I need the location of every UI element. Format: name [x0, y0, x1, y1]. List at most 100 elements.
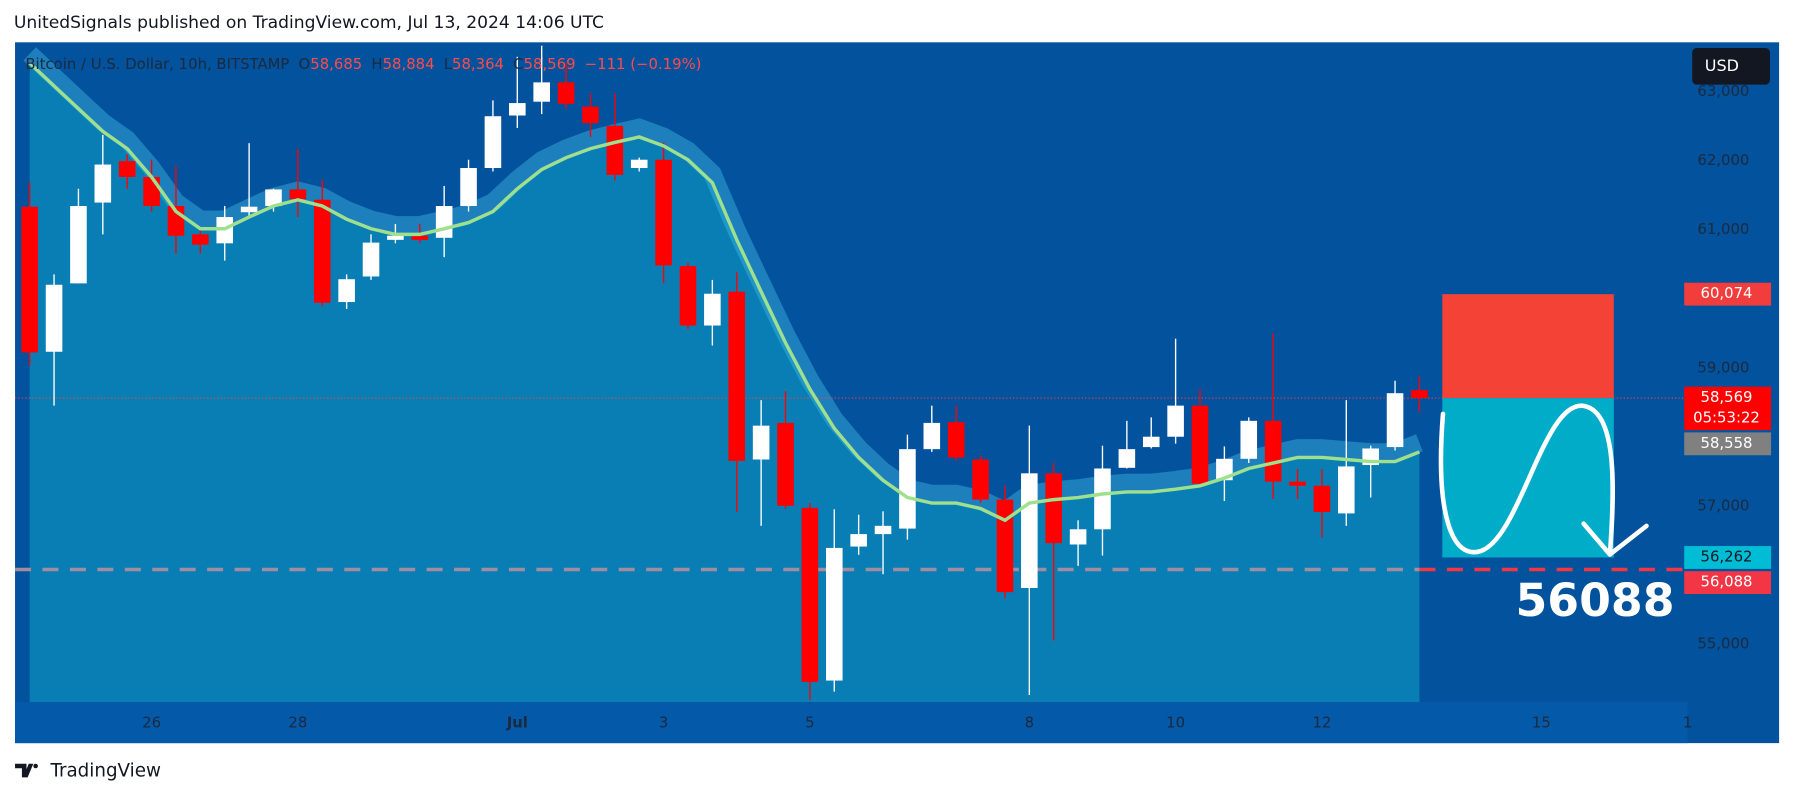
- stop-zone: [1442, 294, 1614, 399]
- candle-body: [460, 168, 477, 207]
- candle-body: [1167, 405, 1184, 437]
- candle-body: [825, 547, 843, 681]
- brand-name: TradingView: [49, 761, 161, 782]
- candle-body: [1094, 468, 1111, 530]
- legend-key: O: [299, 55, 311, 73]
- legend-key: H: [371, 55, 382, 73]
- x-tick-label: 1: [1683, 714, 1692, 732]
- legend: Bitcoin / U.S. Dollar, 10h, BITSTAMP O 58,…: [25, 55, 701, 73]
- price-countdown: 05:53:22: [1693, 409, 1760, 427]
- candle-body: [1264, 420, 1282, 482]
- x-tick-label: 3: [659, 714, 668, 732]
- price-label: 58,569: [1701, 388, 1753, 406]
- price-label: 58,558: [1701, 434, 1753, 452]
- publish-header: UnitedSignals published on TradingView.c…: [14, 13, 604, 33]
- candle-body: [338, 279, 355, 303]
- time-axis-background: [15, 701, 1688, 744]
- candle-body: [1411, 390, 1428, 399]
- candle-body: [411, 235, 429, 240]
- candle-body: [996, 499, 1014, 593]
- candle-body: [313, 199, 331, 303]
- candle-body: [1142, 436, 1160, 448]
- currency-label: USD: [1705, 56, 1739, 75]
- candle-body: [947, 422, 965, 458]
- price-label-box: [1684, 386, 1772, 431]
- candle-body: [1386, 393, 1404, 448]
- x-tick-label: 15: [1532, 714, 1551, 732]
- price-label-box: [1684, 282, 1772, 306]
- footer-logo: TradingView: [15, 761, 161, 782]
- y-tick-label: 55,000: [1697, 635, 1749, 653]
- ma-band: [23, 47, 1423, 522]
- level-annotation: 56088: [1516, 574, 1675, 627]
- x-tick-label: 26: [142, 714, 161, 732]
- y-tick-label: 62,000: [1697, 151, 1749, 169]
- candle-body: [801, 507, 819, 682]
- candle-body: [923, 422, 941, 450]
- candle-body: [1313, 485, 1331, 513]
- candle-body: [1045, 473, 1063, 544]
- price-label-box: [1684, 571, 1772, 595]
- price-label-box: [1684, 432, 1772, 456]
- candle-body: [679, 266, 697, 326]
- candle-body: [1338, 466, 1355, 514]
- candle-body: [192, 234, 209, 245]
- candle-body: [45, 284, 63, 352]
- legend-change: −111 (−0.19%): [585, 55, 702, 73]
- candle-body: [874, 525, 892, 535]
- y-tick-label: 59,000: [1697, 358, 1749, 376]
- y-tick-label: 63,000: [1697, 82, 1749, 100]
- candle-body: [533, 82, 550, 102]
- legend-key: C: [513, 55, 523, 73]
- candle-body: [70, 206, 87, 284]
- y-tick-label: 57,000: [1697, 496, 1749, 514]
- price-label: 60,074: [1701, 284, 1753, 302]
- candle-body: [777, 422, 794, 506]
- x-tick-label: Jul: [506, 714, 528, 732]
- candle-body: [972, 459, 989, 500]
- axes: 26 28 Jul 3 5 8 10 12 15 1 55,000 57,000 59,000 61,00…: [142, 82, 1772, 732]
- candle-body: [557, 82, 575, 104]
- x-tick-label: 28: [288, 714, 307, 732]
- x-tick-label: 10: [1166, 714, 1185, 732]
- legend-value: 58,569: [524, 55, 576, 73]
- candle-body: [94, 164, 112, 203]
- x-tick-label: 12: [1312, 714, 1331, 732]
- ma-line: [28, 61, 1421, 523]
- candle-body: [704, 293, 721, 326]
- forecast-arrow: [1438, 403, 1649, 557]
- candle-body: [435, 206, 453, 238]
- candle-body: [484, 116, 502, 169]
- x-tick-label: 8: [1025, 714, 1034, 732]
- candle-body: [509, 103, 526, 116]
- price-label: 56,262: [1701, 547, 1753, 565]
- candle-body: [362, 242, 380, 277]
- logo-dot: [33, 763, 38, 769]
- candle-body: [1240, 420, 1258, 459]
- overlay: 56088 USD Bitcoin / U.S. Dollar, 10h, BITS…: [25, 48, 1770, 627]
- candle-body: [606, 125, 624, 175]
- candle-body: [21, 206, 38, 353]
- candle-body: [265, 189, 282, 207]
- legend-key: L: [444, 55, 453, 73]
- candle-body: [118, 161, 136, 177]
- candle-body: [752, 425, 770, 460]
- candle-body: [1069, 529, 1087, 545]
- candle-body: [630, 159, 648, 169]
- candle-body: [143, 176, 160, 207]
- price-label-box: [1684, 546, 1772, 569]
- legend-value: 58,884: [383, 55, 435, 73]
- candle-body: [240, 206, 258, 213]
- logo-mark: [15, 763, 34, 778]
- candle-body: [387, 235, 404, 240]
- candle-body: [850, 534, 867, 547]
- candle-body: [1191, 405, 1209, 484]
- currency-button[interactable]: [1692, 48, 1770, 85]
- candle-body: [728, 291, 746, 461]
- candle-body: [655, 159, 672, 266]
- plot-area: [15, 45, 1688, 702]
- x-tick-label: 5: [805, 714, 814, 732]
- candle-body: [1021, 473, 1038, 588]
- legend-symbol: Bitcoin / U.S. Dollar, 10h, BITSTAMP: [25, 55, 289, 73]
